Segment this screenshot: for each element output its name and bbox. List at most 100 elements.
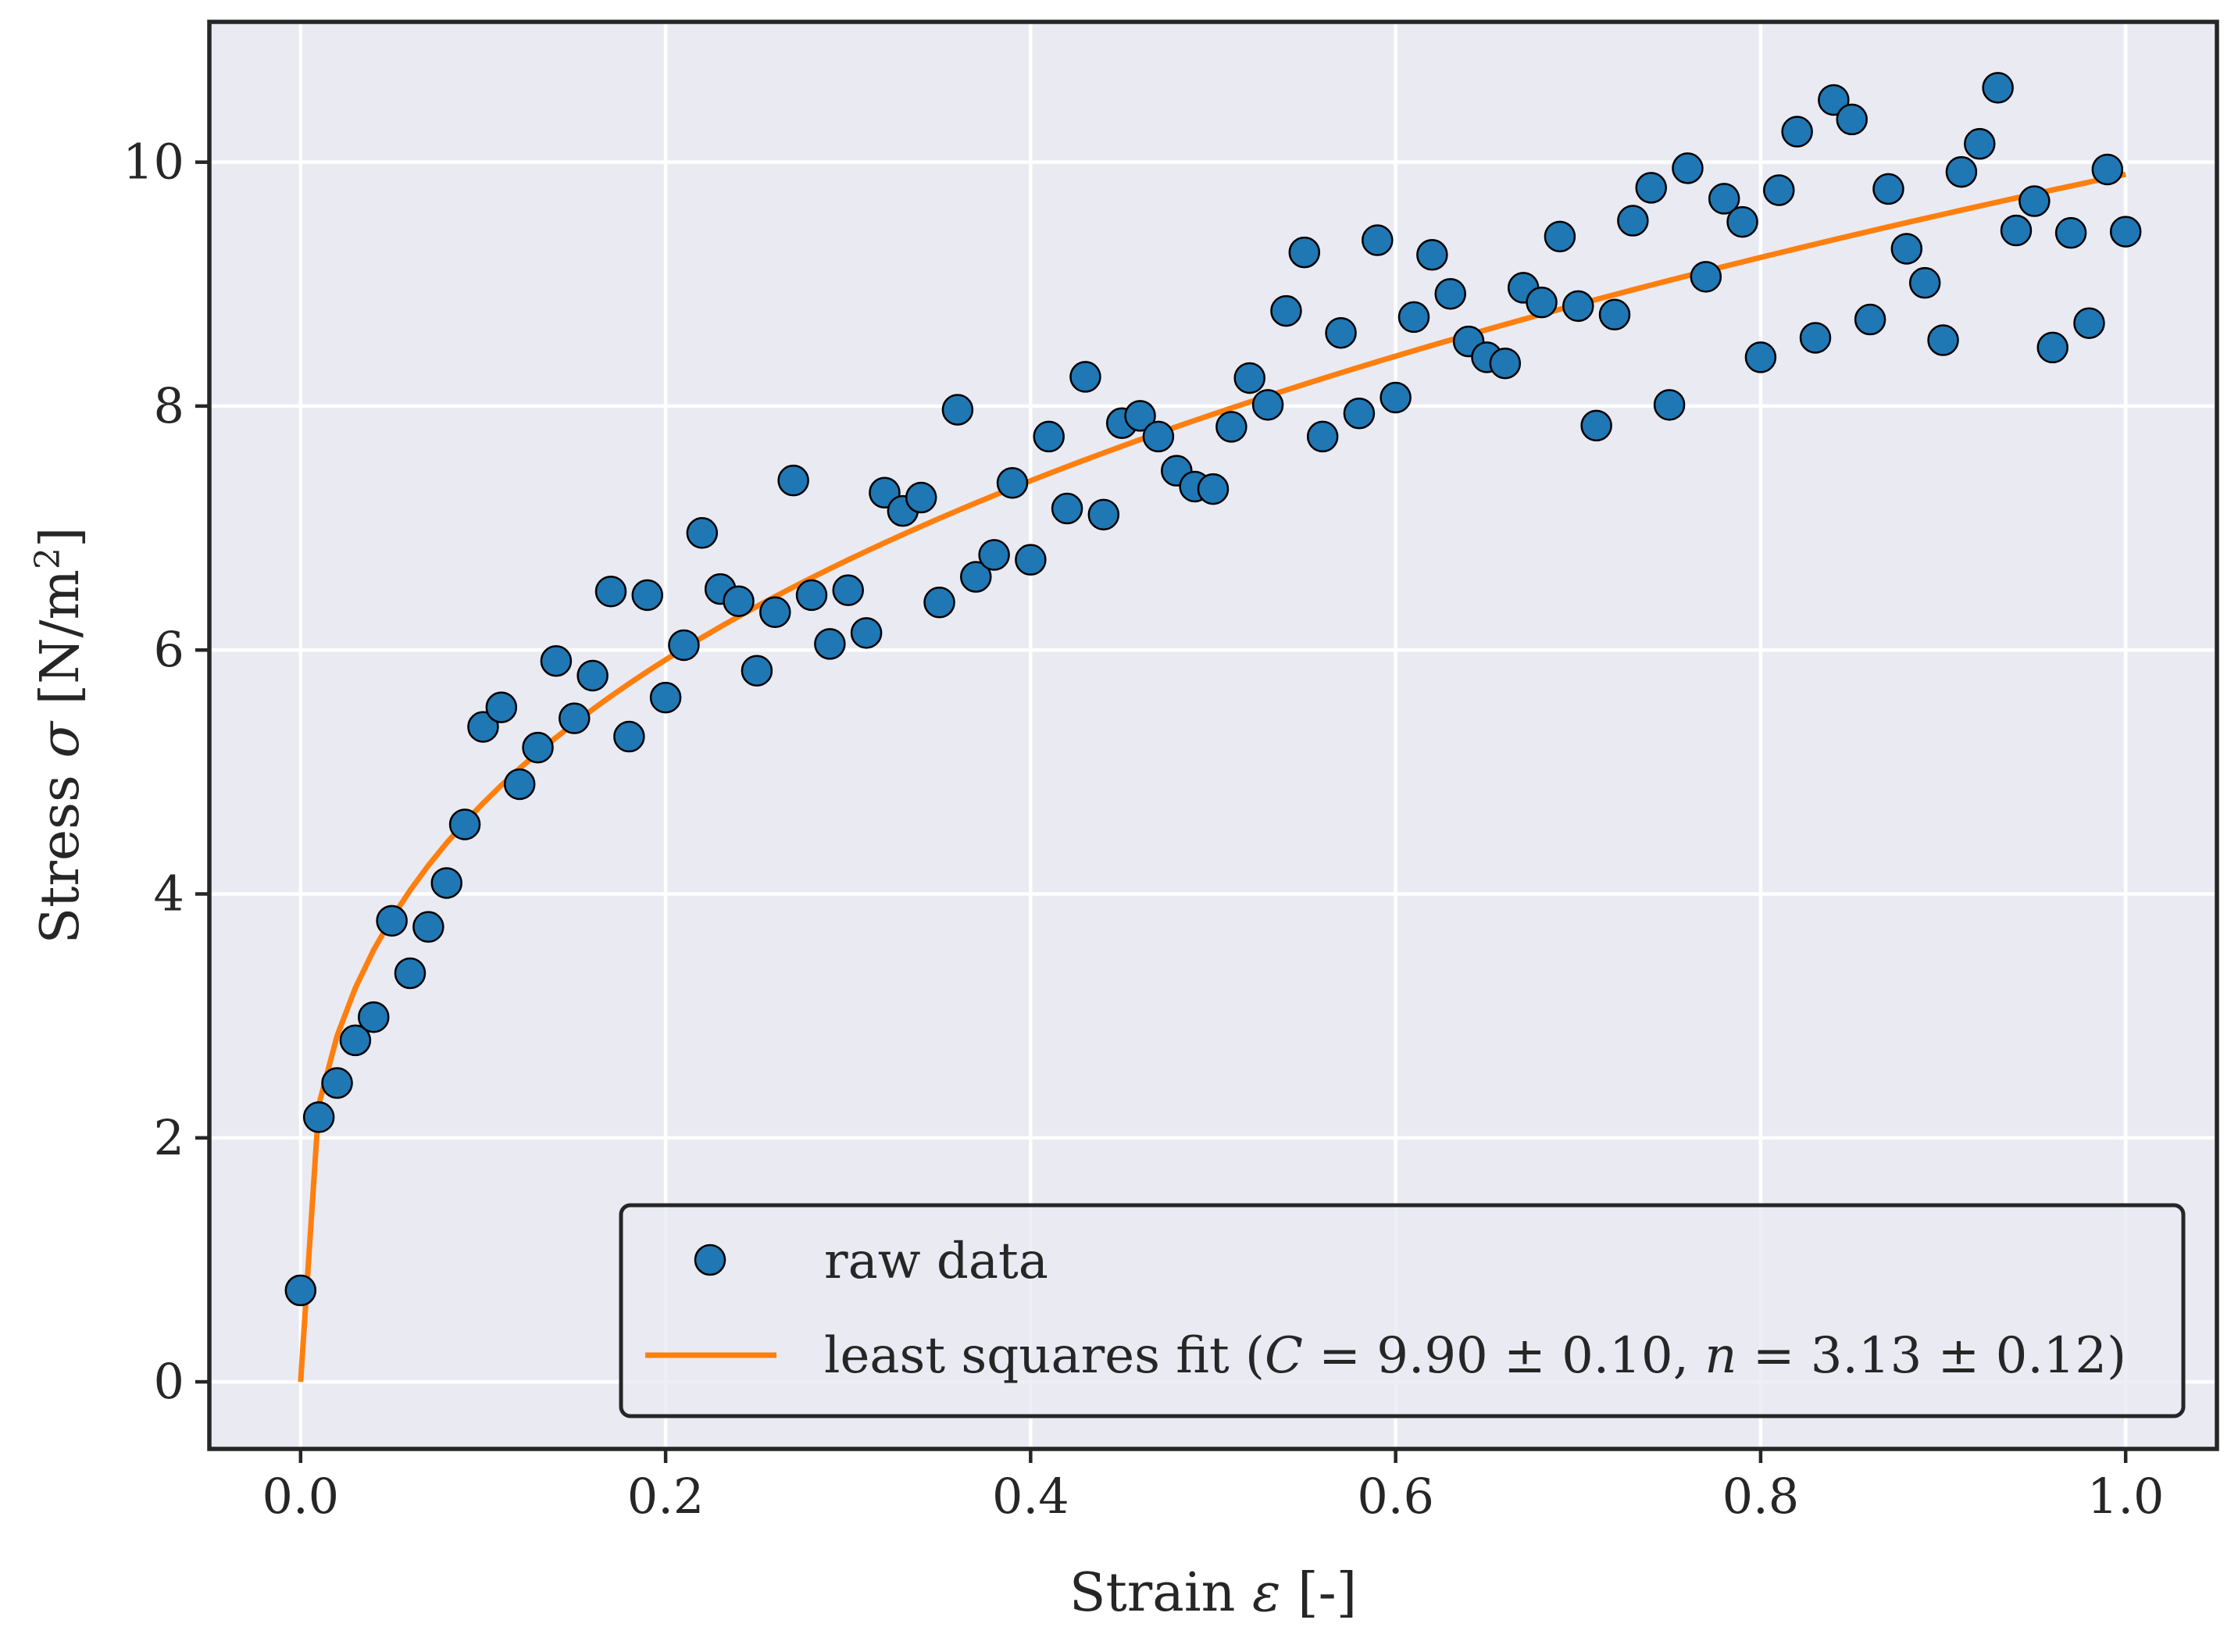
data-point: [1908, 266, 1941, 299]
data-point: [777, 464, 809, 497]
data-point: [1380, 381, 1412, 414]
data-point: [1708, 183, 1740, 215]
data-point: [1617, 205, 1649, 237]
data-point: [1945, 155, 1978, 188]
data-point: [540, 644, 573, 677]
data-point: [1306, 420, 1339, 453]
data-point: [1434, 277, 1466, 310]
data-point: [1982, 72, 2014, 104]
grid-lines: [209, 22, 2217, 1449]
y-tick-label: 0: [154, 1353, 184, 1410]
data-point: [1397, 301, 1430, 334]
data-point: [394, 957, 427, 990]
data-point: [1325, 316, 1357, 349]
data-point: [2054, 216, 2087, 249]
data-point: [1033, 420, 1065, 453]
data-point: [2000, 214, 2033, 247]
data-point: [2091, 153, 2124, 186]
data-point: [2036, 331, 2068, 364]
data-point: [559, 702, 591, 734]
data-point: [1781, 116, 1813, 148]
legend-raw-data-label: raw data: [824, 1233, 1048, 1290]
data-point: [412, 911, 444, 943]
data-point: [631, 579, 663, 612]
x-tick-label: 1.0: [2087, 1468, 2165, 1525]
data-point: [448, 808, 481, 840]
data-point: [1799, 322, 1832, 354]
data-point: [1087, 498, 1120, 531]
legend-fit-label: least squares fit (C = 9.90 ± 0.10, n = …: [824, 1327, 2126, 1385]
data-point: [1836, 103, 1868, 136]
data-point: [1544, 220, 1576, 253]
plot-frame: [207, 20, 2219, 1451]
data-point: [2109, 216, 2142, 248]
y-tick-label: 2: [154, 1109, 184, 1166]
data-point: [1526, 286, 1558, 319]
data-point: [1270, 294, 1302, 327]
data-point: [1142, 420, 1175, 453]
data-point: [814, 628, 846, 660]
data-point: [2073, 307, 2105, 339]
data-point: [430, 867, 462, 899]
data-point: [1672, 152, 1704, 184]
data-point: [503, 768, 536, 801]
data-point: [1015, 544, 1047, 576]
data-point: [923, 587, 955, 619]
data-point: [302, 1101, 335, 1133]
data-point: [996, 467, 1029, 499]
data-point: [1854, 303, 1886, 336]
x-tick-label: 0.6: [1357, 1468, 1434, 1525]
data-point: [1818, 84, 1850, 116]
data-point: [467, 711, 499, 743]
data-point: [1872, 173, 1904, 205]
y-axis-ticks: 0 2 4 6 8 10: [123, 134, 209, 1410]
data-point: [1635, 172, 1667, 204]
data-point: [1890, 233, 1923, 265]
data-point: [1763, 174, 1795, 206]
data-point: [1251, 389, 1284, 421]
data-point: [1233, 362, 1265, 394]
data-point: [759, 596, 791, 629]
y-tick-label: 10: [123, 134, 184, 191]
x-tick-label: 0.4: [992, 1468, 1069, 1525]
data-point: [905, 481, 937, 514]
data-point: [284, 1274, 317, 1307]
x-tick-label: 0.2: [627, 1468, 705, 1525]
data-point: [1653, 389, 1686, 421]
data-point: [2018, 185, 2051, 217]
data-point: [978, 539, 1010, 571]
data-point: [668, 629, 700, 662]
data-point: [686, 517, 719, 549]
data-point: [1343, 398, 1376, 430]
data-point: [1362, 224, 1394, 256]
data-point: [1124, 400, 1156, 432]
data-point: [1726, 205, 1758, 238]
data-point: [723, 585, 755, 617]
legend-box: [619, 1203, 2186, 1418]
data-point: [339, 1024, 372, 1057]
y-tick-label: 4: [154, 865, 184, 922]
data-point: [485, 691, 518, 723]
data-point: [795, 579, 828, 612]
data-point: [1489, 347, 1522, 380]
data-point: [613, 720, 645, 753]
legend-raw-data-marker: [694, 1243, 726, 1276]
x-tick-label: 0.8: [1722, 1468, 1800, 1525]
data-point: [1598, 298, 1631, 331]
data-point: [1197, 473, 1230, 505]
y-axis-title: Stress σ [N/m2]: [28, 526, 91, 944]
data-point: [358, 1001, 390, 1033]
raw-data-series: [284, 72, 2142, 1307]
legend: raw data least squares fit (C = 9.90 ± 0…: [619, 1203, 2186, 1418]
data-point: [850, 617, 883, 649]
y-tick-label: 6: [154, 621, 184, 678]
data-point: [1744, 341, 1777, 373]
data-point: [1964, 127, 1996, 160]
data-point: [1690, 261, 1722, 293]
data-point: [832, 574, 864, 606]
x-axis-title: Strain ε [-]: [1069, 1562, 1357, 1624]
data-point: [960, 561, 992, 593]
data-point: [1051, 492, 1083, 525]
data-point: [522, 731, 554, 764]
